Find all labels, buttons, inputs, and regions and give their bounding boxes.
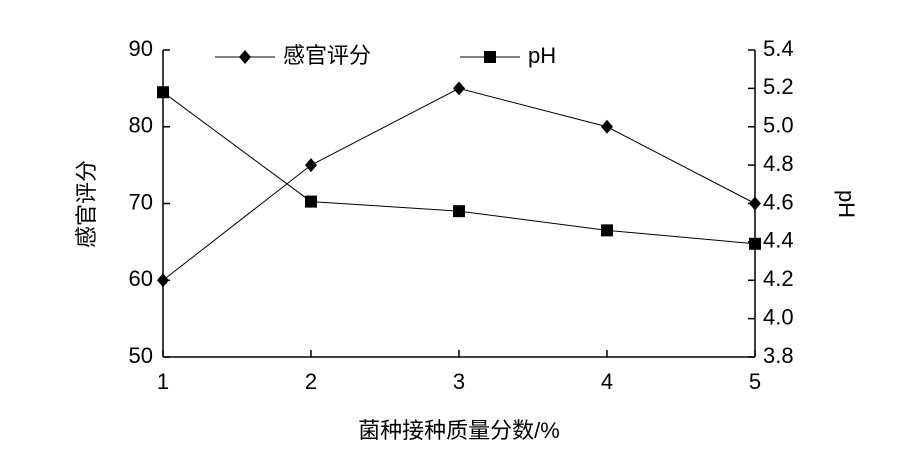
point: [157, 273, 169, 288]
point: [305, 195, 317, 208]
y-tick-label: 80: [129, 113, 153, 138]
y2-tick-label: 4.2: [763, 266, 794, 291]
legend-marker: [484, 51, 496, 63]
x-axis-label: 菌种接种质量分数/%: [358, 418, 560, 443]
x-tick-label: 5: [749, 369, 761, 394]
y2-tick-label: 4.4: [763, 228, 794, 253]
y-tick-label: 60: [129, 266, 153, 291]
y2-tick-label: 4.8: [763, 151, 794, 176]
y-tick-label: 90: [129, 36, 153, 61]
y2-tick-label: 5.4: [763, 36, 794, 61]
y2-axis-label: pH: [834, 190, 859, 218]
y-tick-label: 50: [129, 343, 153, 368]
point: [453, 81, 465, 96]
legend-label: pH: [528, 43, 556, 68]
series-line: [162, 87, 756, 281]
point: [601, 119, 613, 134]
point: [157, 86, 169, 99]
y2-tick-label: 3.8: [763, 343, 794, 368]
point: [749, 196, 761, 211]
y2-tick-label: 4.6: [763, 189, 794, 214]
y2-tick-label: 4.0: [763, 304, 794, 329]
x-tick-label: 2: [305, 369, 317, 394]
point: [601, 224, 613, 237]
point: [749, 237, 761, 250]
y2-tick-label: 5.0: [763, 113, 794, 138]
y-tick-label: 70: [129, 189, 153, 214]
series-line: [162, 91, 756, 245]
legend-label: 感官评分: [283, 43, 371, 68]
point: [453, 205, 465, 218]
y-axis-label: 感官评分: [74, 160, 99, 248]
legend-marker: [239, 50, 251, 64]
point: [305, 158, 317, 173]
x-tick-label: 4: [601, 369, 613, 394]
x-tick-label: 1: [157, 369, 169, 394]
y2-tick-label: 5.2: [763, 74, 794, 99]
x-tick-label: 3: [453, 369, 465, 394]
